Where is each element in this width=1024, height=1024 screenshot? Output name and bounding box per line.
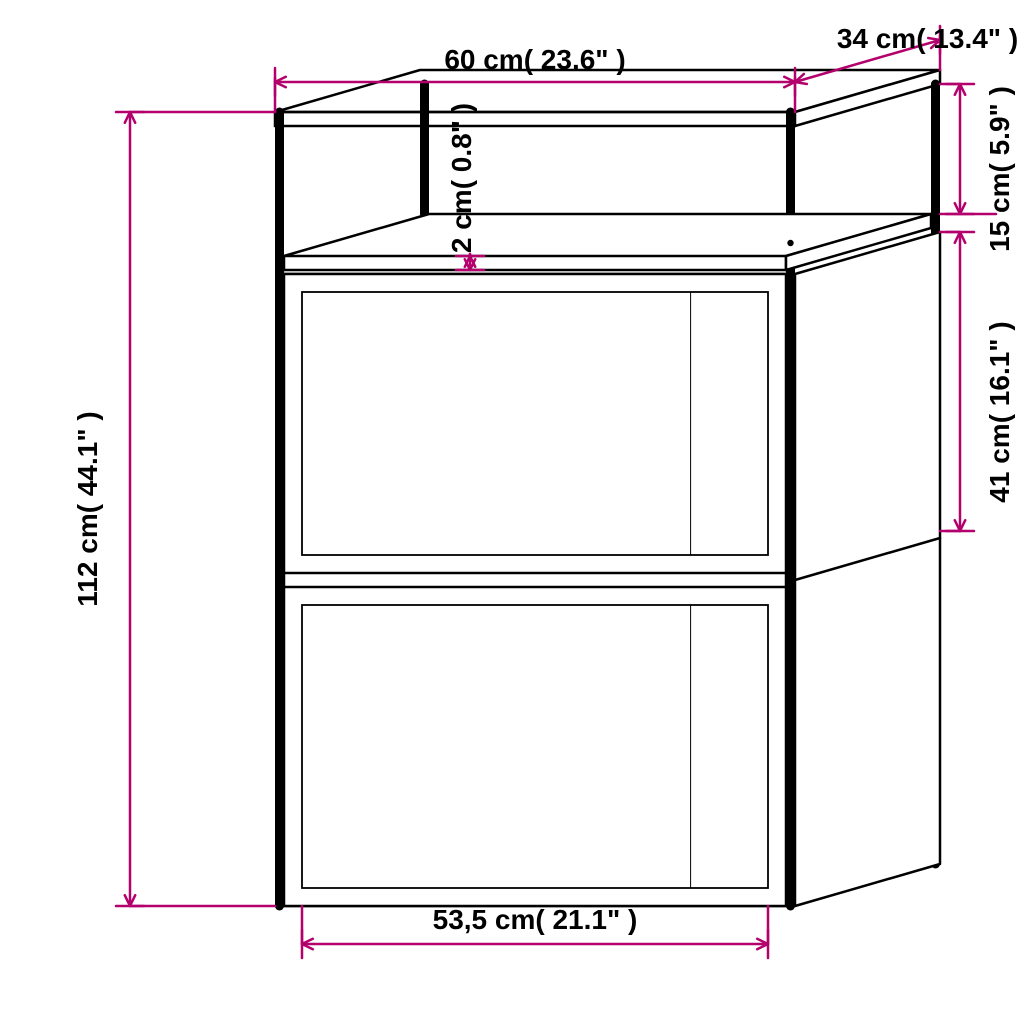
dim-door: 41 cm( 16.1" ) xyxy=(984,321,1016,502)
dim-shelf: 15 cm( 5.9" ) xyxy=(984,86,1016,252)
dim-inner: 53,5 cm( 21.1" ) xyxy=(433,904,638,936)
dim-thick: 2 cm( 0.8" ) xyxy=(446,103,478,253)
dim-depth: 34 cm( 13.4" ) xyxy=(837,23,1018,55)
dim-width: 60 cm( 23.6" ) xyxy=(444,44,625,76)
dim-height: 112 cm( 44.1" ) xyxy=(72,411,104,606)
